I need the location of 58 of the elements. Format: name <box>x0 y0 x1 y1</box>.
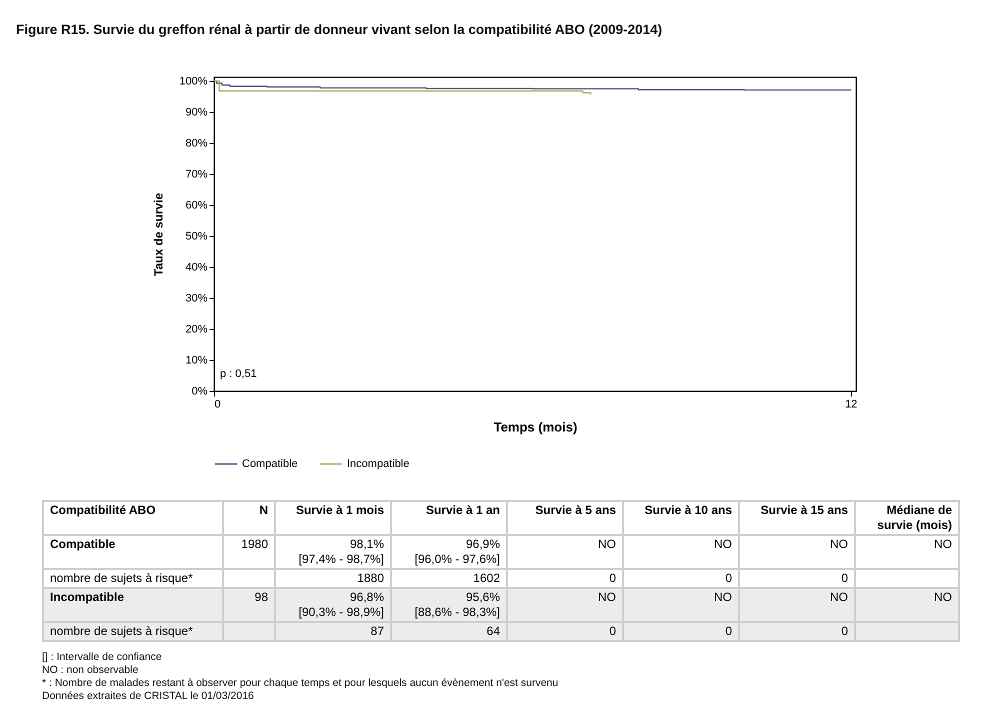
y-tick-label: 40% <box>185 262 208 274</box>
y-axis-title: Taux de survie <box>151 192 166 276</box>
text: 0 <box>739 622 855 641</box>
text: 1602 <box>391 569 507 588</box>
y-tick-label: 10% <box>185 354 208 367</box>
legend-label: Compatible <box>242 458 298 470</box>
legend-label: Incompatible <box>347 458 410 470</box>
y-tick-label: 50% <box>185 230 208 243</box>
y-tick-label: 70% <box>185 168 208 181</box>
y-tick-label: 30% <box>185 292 208 305</box>
y-tick-label: 0% <box>192 386 208 398</box>
text: 95,6% [88,6% - 98,3%] <box>391 588 507 622</box>
text: NO <box>623 588 739 622</box>
text: NO <box>739 535 855 569</box>
text: [] : Intervalle de confiance <box>42 651 163 664</box>
text: 96,9% [96,0% - 97,6%] <box>391 535 507 569</box>
text: 0 <box>623 569 739 588</box>
y-tick-label: 100% <box>179 76 208 88</box>
text: Médiane de survie (mois) <box>855 501 959 535</box>
y-tick-label: 90% <box>185 106 208 119</box>
text: Survie à 5 ans <box>507 501 623 535</box>
text: 1980 <box>223 535 275 569</box>
text: 0 <box>507 569 623 588</box>
text: * : Nombre de malades restant à observer pour chaque temps et pour lesquels aucun évènement n'est survenu <box>42 677 558 690</box>
text: Incompatible <box>43 588 223 622</box>
annotation: p : 0,51 <box>220 368 257 380</box>
x-axis-title: Temps (mois) <box>494 420 578 434</box>
text: NO <box>739 588 855 622</box>
text: N <box>223 501 275 535</box>
text: NO <box>855 535 959 569</box>
text: Survie à 15 ans <box>739 501 855 535</box>
text: nombre de sujets à risque* <box>43 622 223 641</box>
chart-title: Figure R15. Survie du greffon rénal à partir de donneur vivant selon la compatibilité ABO (2009-2014) <box>16 22 662 37</box>
y-tick-label: 80% <box>185 138 208 150</box>
y-tick-label: 20% <box>185 324 208 336</box>
text: 0 <box>507 622 623 641</box>
text: 0 <box>739 569 855 588</box>
text: Survie à 10 ans <box>623 501 739 535</box>
text: 96,8% [90,3% - 98,9%] <box>275 588 391 622</box>
text: nombre de sujets à risque* <box>43 569 223 588</box>
text: NO <box>623 535 739 569</box>
text: NO : non observable <box>42 664 140 677</box>
text: 0 <box>623 622 739 641</box>
text: Compatible <box>43 535 223 569</box>
text: Données extraites de CRISTAL le 01/03/2016 <box>42 690 255 703</box>
text: 1880 <box>275 569 391 588</box>
text: 98,1% [97,4% - 98,7%] <box>275 535 391 569</box>
text: 87 <box>275 622 391 641</box>
text: Survie à 1 mois <box>275 501 391 535</box>
text: NO <box>507 588 623 622</box>
text: NO <box>855 588 959 622</box>
text: 64 <box>391 622 507 641</box>
y-tick-label: 60% <box>185 200 208 212</box>
text: Survie à 1 an <box>391 501 507 535</box>
text: NO <box>507 535 623 569</box>
text: Compatibilité ABO <box>43 501 223 535</box>
x-tick-label: 12 <box>845 398 858 410</box>
text: 98 <box>223 588 275 622</box>
